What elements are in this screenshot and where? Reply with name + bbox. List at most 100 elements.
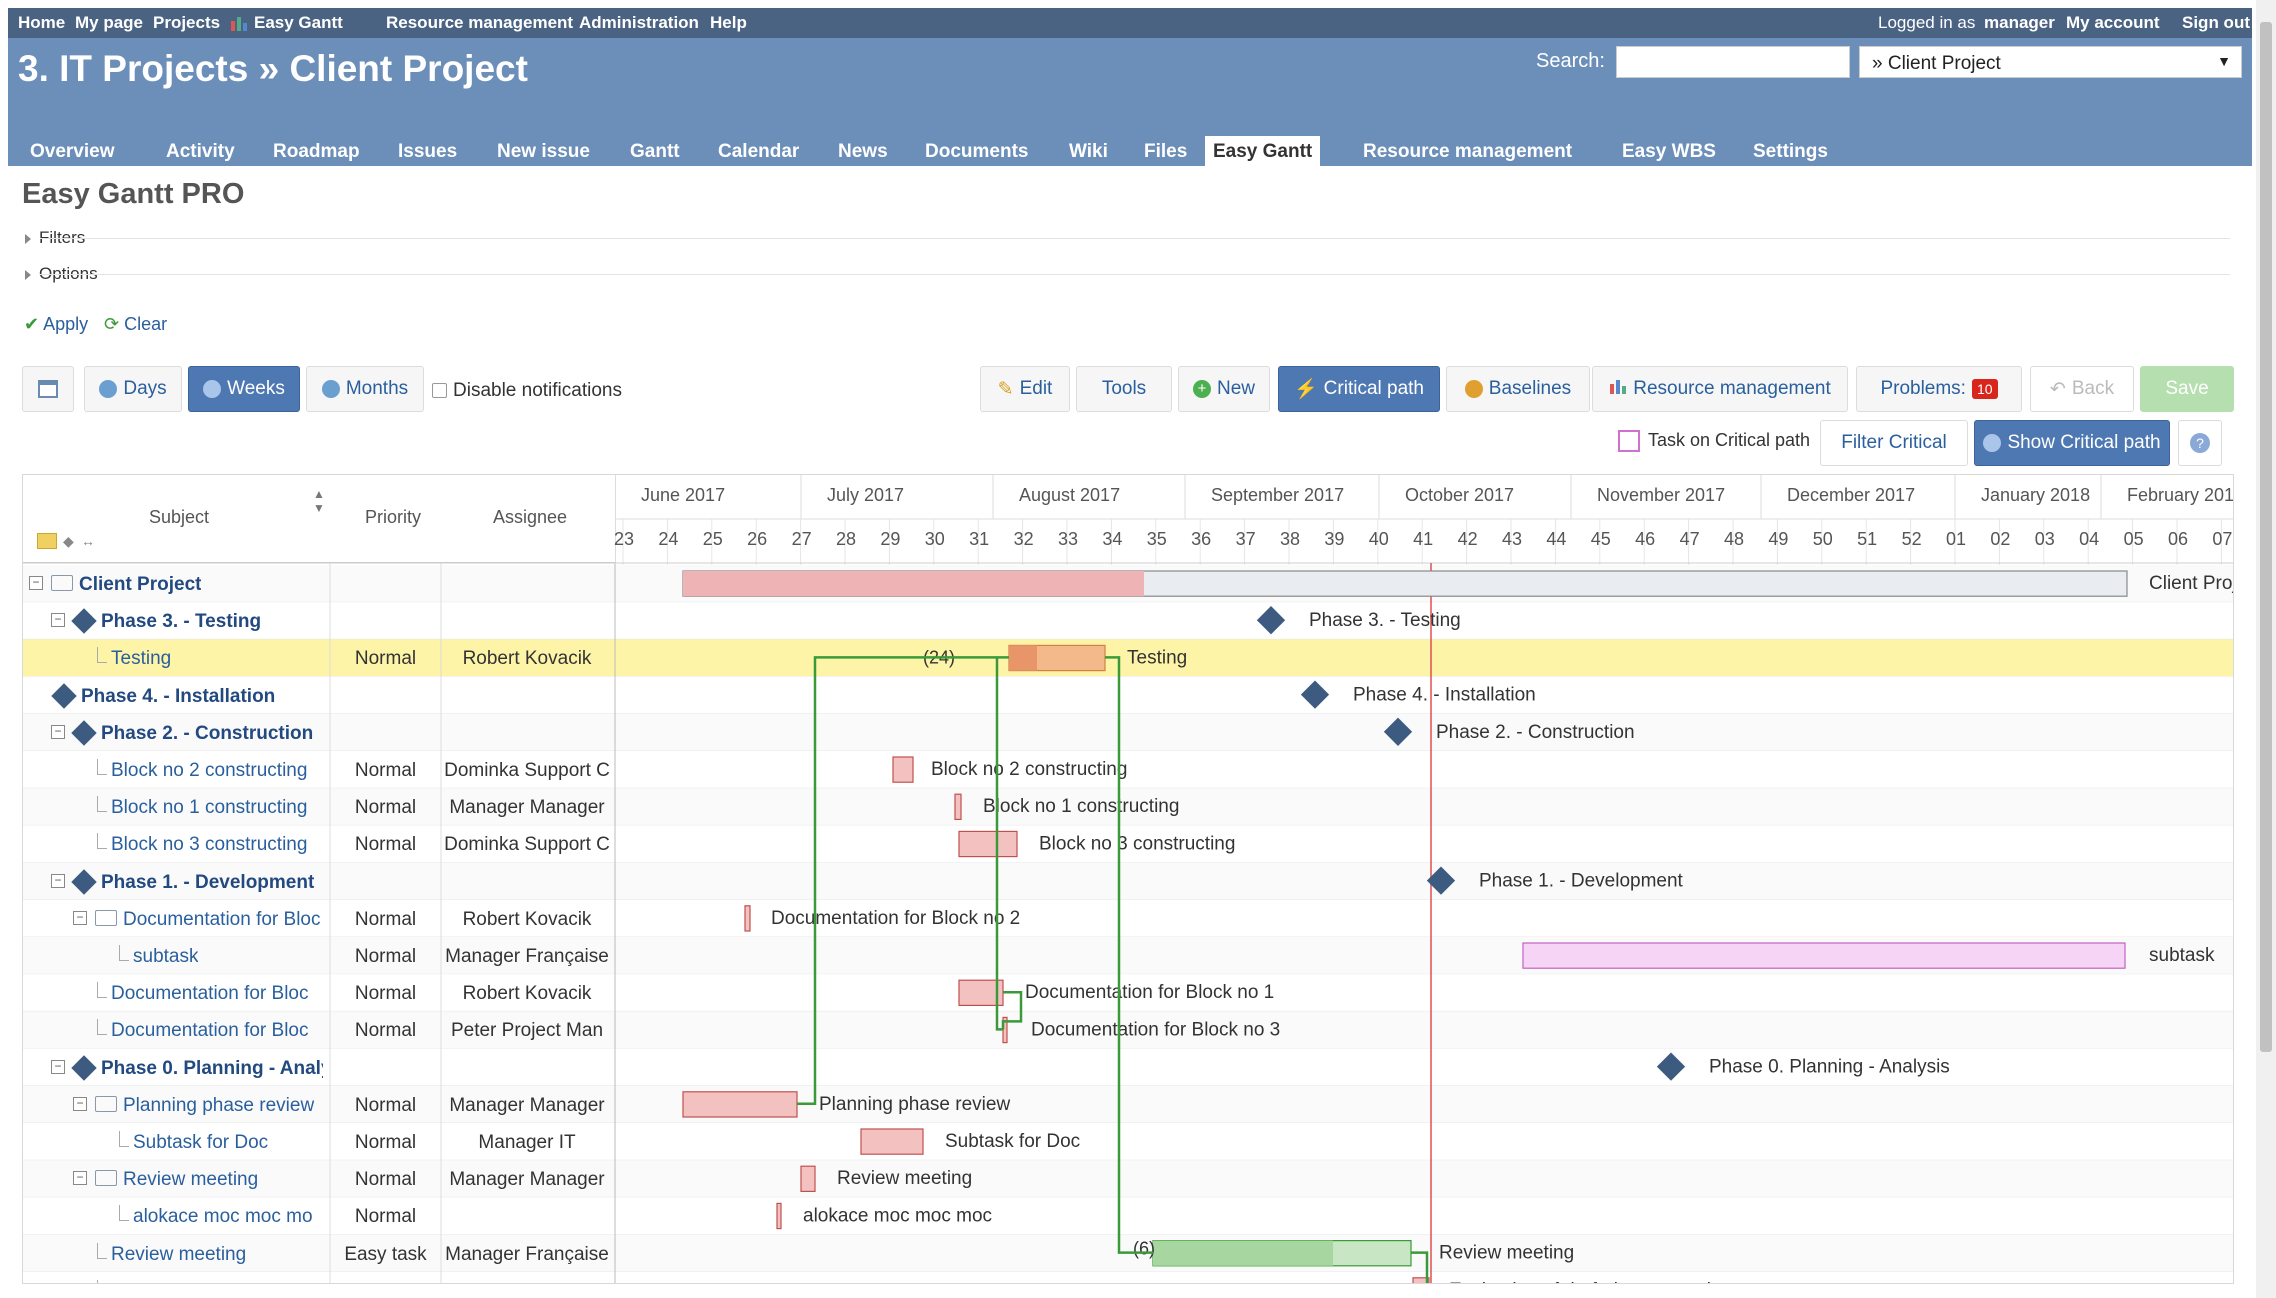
subject-link[interactable]: Block no 3 constructing bbox=[111, 834, 308, 856]
collapse-icon[interactable]: − bbox=[51, 1059, 65, 1074]
tab-issues[interactable]: Issues bbox=[398, 141, 458, 162]
column-assignee[interactable]: Assignee bbox=[493, 507, 568, 527]
subject-link[interactable]: Phase 2. - Construction bbox=[101, 722, 314, 744]
edit-button[interactable]: ✎ Edit bbox=[980, 366, 1070, 412]
tab-activity[interactable]: Activity bbox=[166, 141, 235, 162]
table-row[interactable]: − Phase 1. - Development bbox=[23, 863, 615, 900]
expand-width-icon[interactable]: ↔ bbox=[81, 533, 95, 549]
table-row[interactable]: subtask Normal Manager Française bbox=[23, 937, 615, 974]
relation-line[interactable] bbox=[1105, 656, 1153, 1254]
subject-link[interactable]: Documentation for Bloc bbox=[123, 908, 321, 930]
nav-resource-management[interactable]: Resource management bbox=[386, 13, 574, 32]
baselines-button[interactable]: Baselines bbox=[1446, 366, 1590, 412]
calendar-button[interactable] bbox=[22, 366, 74, 412]
table-row[interactable]: Subtask for Doc Normal Manager IT bbox=[23, 1123, 615, 1160]
subject-link[interactable]: Phase 0. Planning - Analysis bbox=[101, 1057, 323, 1079]
collapse-icon[interactable]: − bbox=[73, 1096, 87, 1111]
task-bar[interactable] bbox=[682, 1091, 798, 1118]
folder-icon[interactable] bbox=[37, 533, 57, 549]
table-row[interactable]: Documentation for Bloc Normal Robert Kovac… bbox=[23, 974, 615, 1011]
subject-link[interactable]: Block no 2 constructing bbox=[111, 760, 308, 781]
task-bar[interactable] bbox=[800, 1165, 816, 1193]
nav-my-page[interactable]: My page bbox=[75, 13, 144, 32]
table-row[interactable]: Block no 2 constructing Normal Dominka Sup… bbox=[23, 751, 615, 788]
save-button[interactable]: Save bbox=[2140, 366, 2234, 412]
task-bar[interactable] bbox=[892, 756, 914, 783]
scrollbar-thumb[interactable] bbox=[2260, 22, 2272, 1052]
table-row[interactable]: Documentation for Bloc Normal Peter Projec… bbox=[23, 1011, 615, 1048]
subject-link[interactable]: alokace moc moc mo bbox=[133, 1206, 313, 1228]
back-button[interactable]: ↶ Back bbox=[2030, 366, 2134, 412]
clear-link[interactable]: ⟳ Clear bbox=[104, 314, 167, 335]
milestone-marker[interactable] bbox=[1300, 680, 1330, 709]
tab-calendar[interactable]: Calendar bbox=[718, 141, 800, 162]
page-scrollbar[interactable] bbox=[2256, 0, 2276, 1298]
milestone-marker[interactable] bbox=[1383, 717, 1413, 746]
subject-link[interactable]: Evaluation of draft doc bbox=[111, 1281, 300, 1283]
subject-link[interactable]: Review meeting bbox=[111, 1243, 247, 1265]
nav-easy-gantt[interactable]: Easy Gantt bbox=[254, 13, 343, 32]
relation-line[interactable] bbox=[995, 657, 1003, 1031]
table-row[interactable]: − Phase 3. - Testing bbox=[23, 602, 615, 639]
subject-link[interactable]: Documentation for Bloc bbox=[111, 1020, 309, 1042]
subject-link[interactable]: Planning phase review bbox=[123, 1094, 315, 1116]
task-bar[interactable] bbox=[1412, 1277, 1430, 1284]
subject-link[interactable]: Documentation for Bloc bbox=[111, 983, 309, 1005]
project-jump-select[interactable]: » Client Project ▼ bbox=[1859, 46, 2242, 78]
tab-easy-gantt[interactable]: Easy Gantt bbox=[1205, 136, 1321, 166]
task-bar[interactable] bbox=[776, 1202, 782, 1230]
subject-link[interactable]: Phase 1. - Development bbox=[101, 871, 315, 893]
days-button[interactable]: Days bbox=[84, 366, 182, 412]
help-button[interactable]: ? bbox=[2178, 420, 2222, 466]
relation-line[interactable] bbox=[1001, 990, 1023, 1030]
subject-link[interactable]: subtask bbox=[133, 946, 199, 967]
options-toggle[interactable]: Options bbox=[25, 264, 98, 284]
checkbox-icon[interactable] bbox=[432, 383, 447, 399]
table-row[interactable]: − Planning phase review Normal Manager Mana… bbox=[23, 1086, 615, 1123]
task-bar[interactable] bbox=[1522, 942, 2126, 969]
subject-link[interactable]: Subtask for Doc bbox=[133, 1132, 269, 1153]
collapse-icon[interactable]: − bbox=[51, 724, 65, 739]
nav-sign-out[interactable]: Sign out bbox=[2182, 13, 2250, 32]
tab-settings[interactable]: Settings bbox=[1753, 141, 1828, 162]
table-row[interactable]: Review meeting Easy task Manager Française bbox=[23, 1235, 615, 1272]
collapse-icon[interactable]: − bbox=[51, 873, 65, 888]
nav-administration[interactable]: Administration bbox=[579, 13, 699, 32]
table-row[interactable]: Testing Normal Robert Kovacik bbox=[23, 639, 615, 676]
table-row[interactable]: − Review meeting Normal Manager Manager bbox=[23, 1160, 615, 1197]
tools-button[interactable]: Tools bbox=[1076, 366, 1172, 412]
milestone-marker[interactable] bbox=[1256, 606, 1286, 635]
task-bar[interactable] bbox=[954, 793, 962, 821]
table-row[interactable]: Block no 3 constructing Normal Dominka Sup… bbox=[23, 825, 615, 862]
collapse-icon[interactable]: − bbox=[51, 613, 65, 628]
collapse-icon[interactable]: − bbox=[73, 1171, 87, 1186]
months-button[interactable]: Months bbox=[306, 366, 424, 412]
column-priority[interactable]: Priority bbox=[365, 507, 422, 527]
nav-home[interactable]: Home bbox=[18, 13, 66, 32]
nav-projects[interactable]: Projects bbox=[153, 13, 221, 32]
filter-critical-button[interactable]: Filter Critical bbox=[1820, 420, 1968, 466]
relation-line[interactable] bbox=[797, 656, 1009, 1106]
table-row[interactable]: Phase 4. - Installation bbox=[23, 677, 615, 714]
milestone-icon[interactable]: ◆ bbox=[63, 533, 74, 549]
table-row[interactable]: − Phase 0. Planning - Analysis bbox=[23, 1049, 615, 1086]
subject-link[interactable]: Block no 1 constructing bbox=[111, 797, 308, 819]
tab-files[interactable]: Files bbox=[1144, 141, 1188, 162]
task-bar[interactable] bbox=[744, 905, 751, 932]
table-row[interactable]: − Client Project bbox=[23, 565, 615, 602]
subject-link[interactable]: Phase 3. - Testing bbox=[101, 611, 262, 633]
milestone-marker[interactable] bbox=[1426, 866, 1456, 895]
task-bar[interactable] bbox=[958, 830, 1018, 858]
table-row[interactable]: Evaluation of draft doc HighRobert Kovaci… bbox=[23, 1272, 615, 1283]
task-bar[interactable] bbox=[958, 979, 1004, 1007]
tab-wiki[interactable]: Wiki bbox=[1069, 141, 1108, 162]
tab-easy-wbs[interactable]: Easy WBS bbox=[1622, 141, 1716, 162]
resource-management-button[interactable]: Resource management bbox=[1592, 366, 1848, 412]
subject-link[interactable]: Client Project bbox=[79, 574, 202, 595]
critical-path-button[interactable]: ⚡ Critical path bbox=[1278, 366, 1440, 412]
column-subject[interactable]: Subject bbox=[149, 507, 210, 527]
problems-button[interactable]: Problems: 10 bbox=[1856, 366, 2022, 412]
disable-notifications-checkbox[interactable]: Disable notifications bbox=[432, 380, 622, 402]
collapse-icon[interactable]: − bbox=[73, 910, 87, 925]
tab-new-issue[interactable]: New issue bbox=[497, 141, 590, 162]
